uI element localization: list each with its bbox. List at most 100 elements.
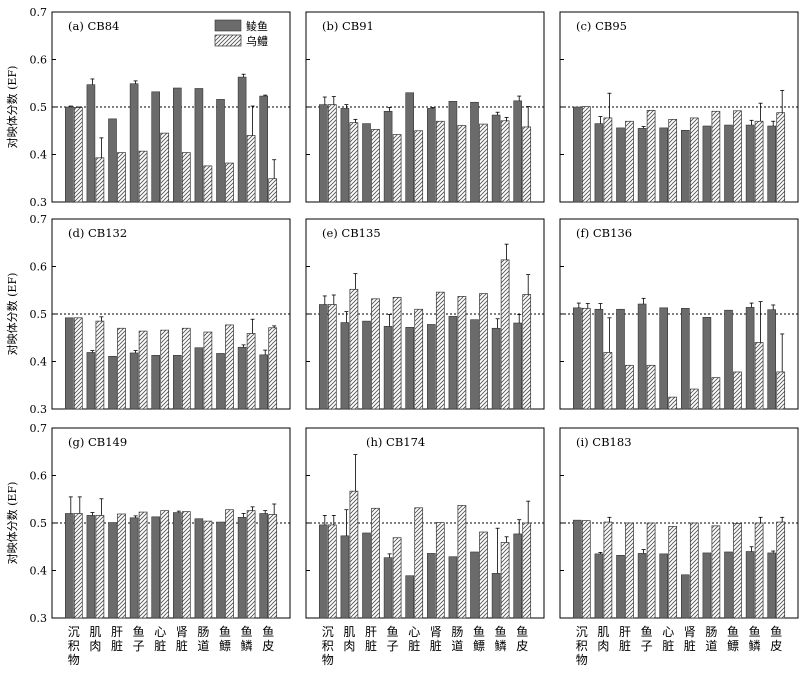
bar-乌鳢 — [646, 364, 656, 410]
bar-乌鳢 — [522, 294, 532, 410]
bar-鲮鱼 — [594, 308, 604, 410]
bar-乌鳢 — [371, 507, 380, 619]
y-tick-label: 0.6 — [30, 54, 48, 67]
bar-鲮鱼 — [427, 553, 436, 619]
bar-乌鳢 — [73, 513, 83, 619]
bar-乌鳢 — [603, 521, 613, 619]
x-category-label: 鱼皮 — [262, 625, 274, 653]
bar-乌鳢 — [711, 525, 721, 619]
bar-乌鳢 — [203, 520, 213, 619]
bar-鲮鱼 — [427, 324, 436, 410]
bar-乌鳢 — [689, 117, 699, 203]
bar-鲮鱼 — [237, 76, 247, 203]
bar-乌鳢 — [160, 132, 170, 203]
bar-鲮鱼 — [216, 353, 225, 410]
bar-乌鳢 — [776, 371, 786, 410]
bar-乌鳢 — [668, 118, 678, 203]
bar-鲮鱼 — [259, 513, 269, 619]
bar-乌鳢 — [776, 112, 786, 203]
x-category-label: 心脏 — [408, 625, 420, 653]
bar-乌鳢 — [203, 165, 213, 203]
bar-鲮鱼 — [129, 83, 139, 203]
bar-乌鳢 — [160, 329, 170, 410]
bar-鲮鱼 — [86, 352, 96, 410]
bar-鲮鱼 — [767, 309, 777, 410]
y-tick-label: 0.3 — [30, 612, 48, 625]
bar-乌鳢 — [160, 510, 170, 619]
bar-乌鳢 — [138, 150, 148, 203]
bar-乌鳢 — [371, 298, 380, 410]
panel-label: (i) CB183 — [576, 435, 632, 449]
bar-鲮鱼 — [637, 553, 647, 619]
bar-乌鳢 — [646, 109, 656, 203]
x-category-label: 鱼鳔 — [727, 625, 739, 653]
bar-乌鳢 — [246, 135, 256, 203]
bar-乌鳢 — [625, 522, 634, 619]
bar-鲮鱼 — [702, 317, 712, 410]
y-tick-label: 0.3 — [30, 196, 48, 209]
bar-鲮鱼 — [65, 106, 74, 203]
bar-乌鳢 — [733, 371, 742, 410]
bar-鲮鱼 — [724, 551, 733, 619]
bar-乌鳢 — [268, 178, 278, 203]
bar-乌鳢 — [457, 125, 467, 203]
bar-乌鳢 — [689, 388, 699, 410]
bar-鲮鱼 — [216, 99, 225, 203]
bar-乌鳢 — [414, 130, 424, 203]
bar-鲮鱼 — [767, 552, 777, 619]
bar-鲮鱼 — [745, 124, 755, 203]
bar-乌鳢 — [776, 521, 786, 619]
bar-乌鳢 — [522, 522, 532, 619]
y-tick-label: 0.7 — [30, 422, 48, 435]
bar-鲮鱼 — [573, 519, 582, 619]
bar-鲮鱼 — [151, 91, 160, 203]
panel-label: (e) CB135 — [322, 226, 381, 240]
panel-label: (b) CB91 — [322, 19, 374, 33]
bar-乌鳢 — [95, 157, 105, 203]
bar-乌鳢 — [625, 364, 634, 410]
y-tick-label: 0.6 — [30, 261, 48, 274]
bar-鲮鱼 — [681, 129, 690, 203]
x-category-label: 肌肉 — [343, 625, 355, 653]
bar-乌鳢 — [138, 511, 148, 619]
x-category-label: 肠道 — [197, 625, 209, 653]
bar-鲮鱼 — [491, 327, 501, 410]
bar-鲮鱼 — [86, 515, 96, 619]
x-category-label: 肌肉 — [89, 625, 101, 653]
bar-鲮鱼 — [340, 322, 350, 410]
bar-乌鳢 — [414, 308, 424, 410]
x-category-label: 肾脏 — [176, 625, 188, 653]
bar-乌鳢 — [754, 120, 764, 203]
bar-乌鳢 — [500, 120, 510, 203]
bar-鲮鱼 — [129, 517, 139, 619]
bar-乌鳢 — [73, 317, 83, 410]
bar-鲮鱼 — [681, 574, 690, 619]
bar-乌鳢 — [117, 152, 126, 203]
bar-鲮鱼 — [659, 307, 669, 410]
bar-乌鳢 — [327, 524, 337, 619]
bar-鲮鱼 — [362, 320, 371, 410]
bar-鲮鱼 — [405, 92, 415, 203]
bar-鲮鱼 — [86, 84, 96, 203]
bar-鲮鱼 — [173, 512, 182, 619]
bar-鲮鱼 — [405, 575, 415, 619]
bar-乌鳢 — [327, 104, 337, 203]
bar-鲮鱼 — [108, 522, 117, 619]
bar-乌鳢 — [479, 293, 488, 410]
bar-鲮鱼 — [383, 557, 393, 619]
x-category-label: 鱼鳞 — [495, 625, 507, 653]
bar-乌鳢 — [138, 330, 148, 410]
bar-鲮鱼 — [448, 316, 458, 410]
bar-乌鳢 — [181, 152, 191, 203]
bar-乌鳢 — [603, 352, 613, 410]
bar-乌鳢 — [689, 522, 699, 619]
bar-乌鳢 — [668, 525, 678, 619]
bar-乌鳢 — [95, 320, 105, 410]
bar-鲮鱼 — [448, 101, 458, 203]
bar-鲮鱼 — [491, 573, 501, 619]
bar-乌鳢 — [457, 296, 467, 410]
bar-乌鳢 — [73, 107, 83, 203]
bar-鲮鱼 — [237, 516, 247, 619]
bar-乌鳢 — [349, 490, 359, 619]
